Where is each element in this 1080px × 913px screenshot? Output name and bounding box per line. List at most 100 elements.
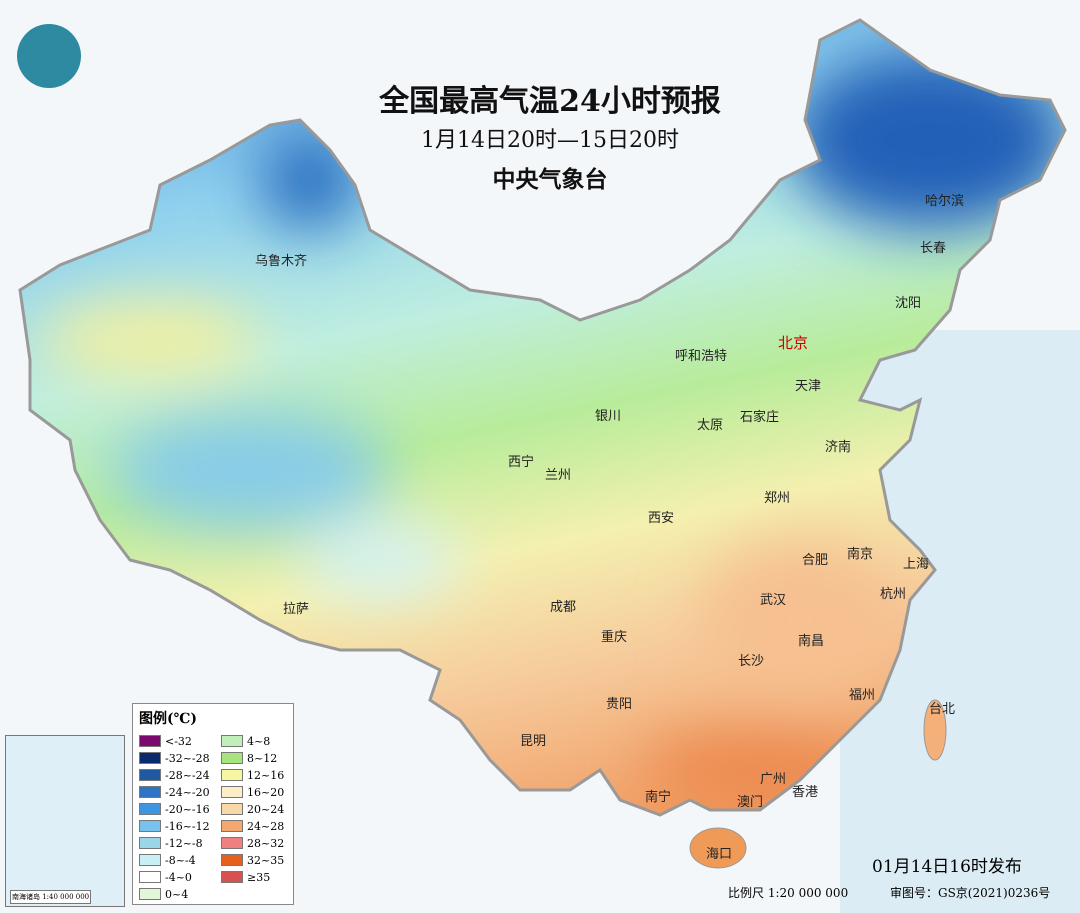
city-label: 重庆 xyxy=(601,630,628,645)
legend-swatch xyxy=(221,752,243,764)
city-label: 西宁 xyxy=(508,455,535,470)
legend-swatch xyxy=(139,786,161,798)
city-label: 福州 xyxy=(849,688,876,703)
city-label: 天津 xyxy=(795,379,822,394)
legend-swatch xyxy=(139,888,161,900)
review-number: 审图号：GS京(2021)0236号 xyxy=(890,886,1051,900)
legend-swatch xyxy=(139,854,161,866)
legend-label: 24~28 xyxy=(247,819,285,833)
legend-label: -28~-24 xyxy=(165,768,210,782)
city-label: 兰州 xyxy=(545,468,572,483)
legend-label: 28~32 xyxy=(247,836,285,850)
city-label: 武汉 xyxy=(760,593,787,608)
city-label: 郑州 xyxy=(764,491,791,506)
legend-swatch xyxy=(221,786,243,798)
legend-swatch xyxy=(221,803,243,815)
legend-label: 16~20 xyxy=(247,785,285,799)
legend-label: -16~-12 xyxy=(165,819,210,833)
legend-item: 12~16 xyxy=(221,768,284,782)
city-label: 太原 xyxy=(697,418,724,433)
city-label: 贵阳 xyxy=(606,697,633,712)
legend-swatch xyxy=(221,820,243,832)
legend-swatch xyxy=(221,735,243,747)
legend-label: ≥35 xyxy=(247,870,271,884)
legend-item: <-32 xyxy=(139,734,192,748)
legend-item: 4~8 xyxy=(221,734,270,748)
city-label: 银川 xyxy=(595,409,622,424)
hainan-island xyxy=(689,827,747,869)
legend-item: 8~12 xyxy=(221,751,277,765)
city-label: 上海 xyxy=(903,557,930,572)
legend-swatch xyxy=(221,854,243,866)
city-label: 南宁 xyxy=(645,790,672,805)
legend-label: 32~35 xyxy=(247,853,285,867)
legend-swatch xyxy=(139,871,161,883)
legend-label: -8~-4 xyxy=(165,853,196,867)
publish-time: 01月14日16时发布 xyxy=(872,857,1022,877)
map-scale: 比例尺 1:20 000 000 xyxy=(728,886,849,900)
legend-item: 24~28 xyxy=(221,819,284,833)
city-label: 成都 xyxy=(550,600,577,615)
city-label: 哈尔滨 xyxy=(925,194,965,209)
city-label: 合肥 xyxy=(802,553,829,568)
legend-label: 12~16 xyxy=(247,768,285,782)
legend-swatch xyxy=(221,769,243,781)
inset-scale: 南海诸岛 1:40 000 000 xyxy=(10,890,92,904)
legend-item: -28~-24 xyxy=(139,768,210,782)
legend-item: 32~35 xyxy=(221,853,284,867)
city-label: 昆明 xyxy=(520,734,547,749)
legend-label: -32~-28 xyxy=(165,751,210,765)
legend-label: 20~24 xyxy=(247,802,285,816)
legend-swatch xyxy=(139,752,161,764)
city-label: 拉萨 xyxy=(283,602,310,617)
city-label: 澳门 xyxy=(737,795,764,810)
legend-label: 0~4 xyxy=(165,887,189,901)
legend-item: 16~20 xyxy=(221,785,284,799)
city-label: 长春 xyxy=(920,241,947,256)
city-label: 台北 xyxy=(929,702,956,717)
legend-item: -12~-8 xyxy=(139,836,203,850)
city-label: 海口 xyxy=(706,847,733,862)
legend-item: 0~4 xyxy=(139,887,188,901)
legend-item: 28~32 xyxy=(221,836,284,850)
legend-item: -4~0 xyxy=(139,870,192,884)
legend-item: -16~-12 xyxy=(139,819,210,833)
legend-swatch xyxy=(139,803,161,815)
cma-logo-icon xyxy=(17,24,81,88)
city-label: 沈阳 xyxy=(895,296,922,311)
legend-swatch xyxy=(139,820,161,832)
legend-swatch xyxy=(221,871,243,883)
legend: 图例(℃) <-32 -32~-28 -28~-24 -24~-20 -20~-16 -1… xyxy=(132,703,294,905)
taiwan-island xyxy=(923,699,947,761)
legend-label: <-32 xyxy=(165,734,192,748)
legend-item: ≥35 xyxy=(221,870,270,884)
city-label: 杭州 xyxy=(880,587,907,602)
south-china-sea-inset: 南海诸岛 1:40 000 000 xyxy=(5,735,125,907)
city-label: 北京 xyxy=(778,334,809,352)
legend-label: 8~12 xyxy=(247,751,278,765)
legend-item: -32~-28 xyxy=(139,751,210,765)
city-label: 呼和浩特 xyxy=(675,349,728,364)
issuer: 中央气象台 xyxy=(492,167,608,193)
city-label: 南京 xyxy=(847,547,874,562)
city-label: 香港 xyxy=(792,785,819,800)
legend-label: -12~-8 xyxy=(165,836,203,850)
map-title: 全国最高气温24小时预报 xyxy=(379,84,721,119)
legend-label: -20~-16 xyxy=(165,802,210,816)
legend-swatch xyxy=(139,735,161,747)
legend-label: -24~-20 xyxy=(165,785,210,799)
legend-label: -4~0 xyxy=(165,870,192,884)
legend-item: 20~24 xyxy=(221,802,284,816)
legend-item: -20~-16 xyxy=(139,802,210,816)
forecast-period: 1月14日20时—15日20时 xyxy=(421,128,679,153)
city-label: 长沙 xyxy=(738,654,765,669)
city-label: 西安 xyxy=(648,511,675,526)
city-label: 乌鲁木齐 xyxy=(255,254,308,269)
city-label: 济南 xyxy=(825,440,852,455)
legend-item: -24~-20 xyxy=(139,785,210,799)
legend-title: 图例(℃) xyxy=(139,711,198,727)
city-label: 南昌 xyxy=(798,634,825,649)
legend-swatch xyxy=(221,837,243,849)
